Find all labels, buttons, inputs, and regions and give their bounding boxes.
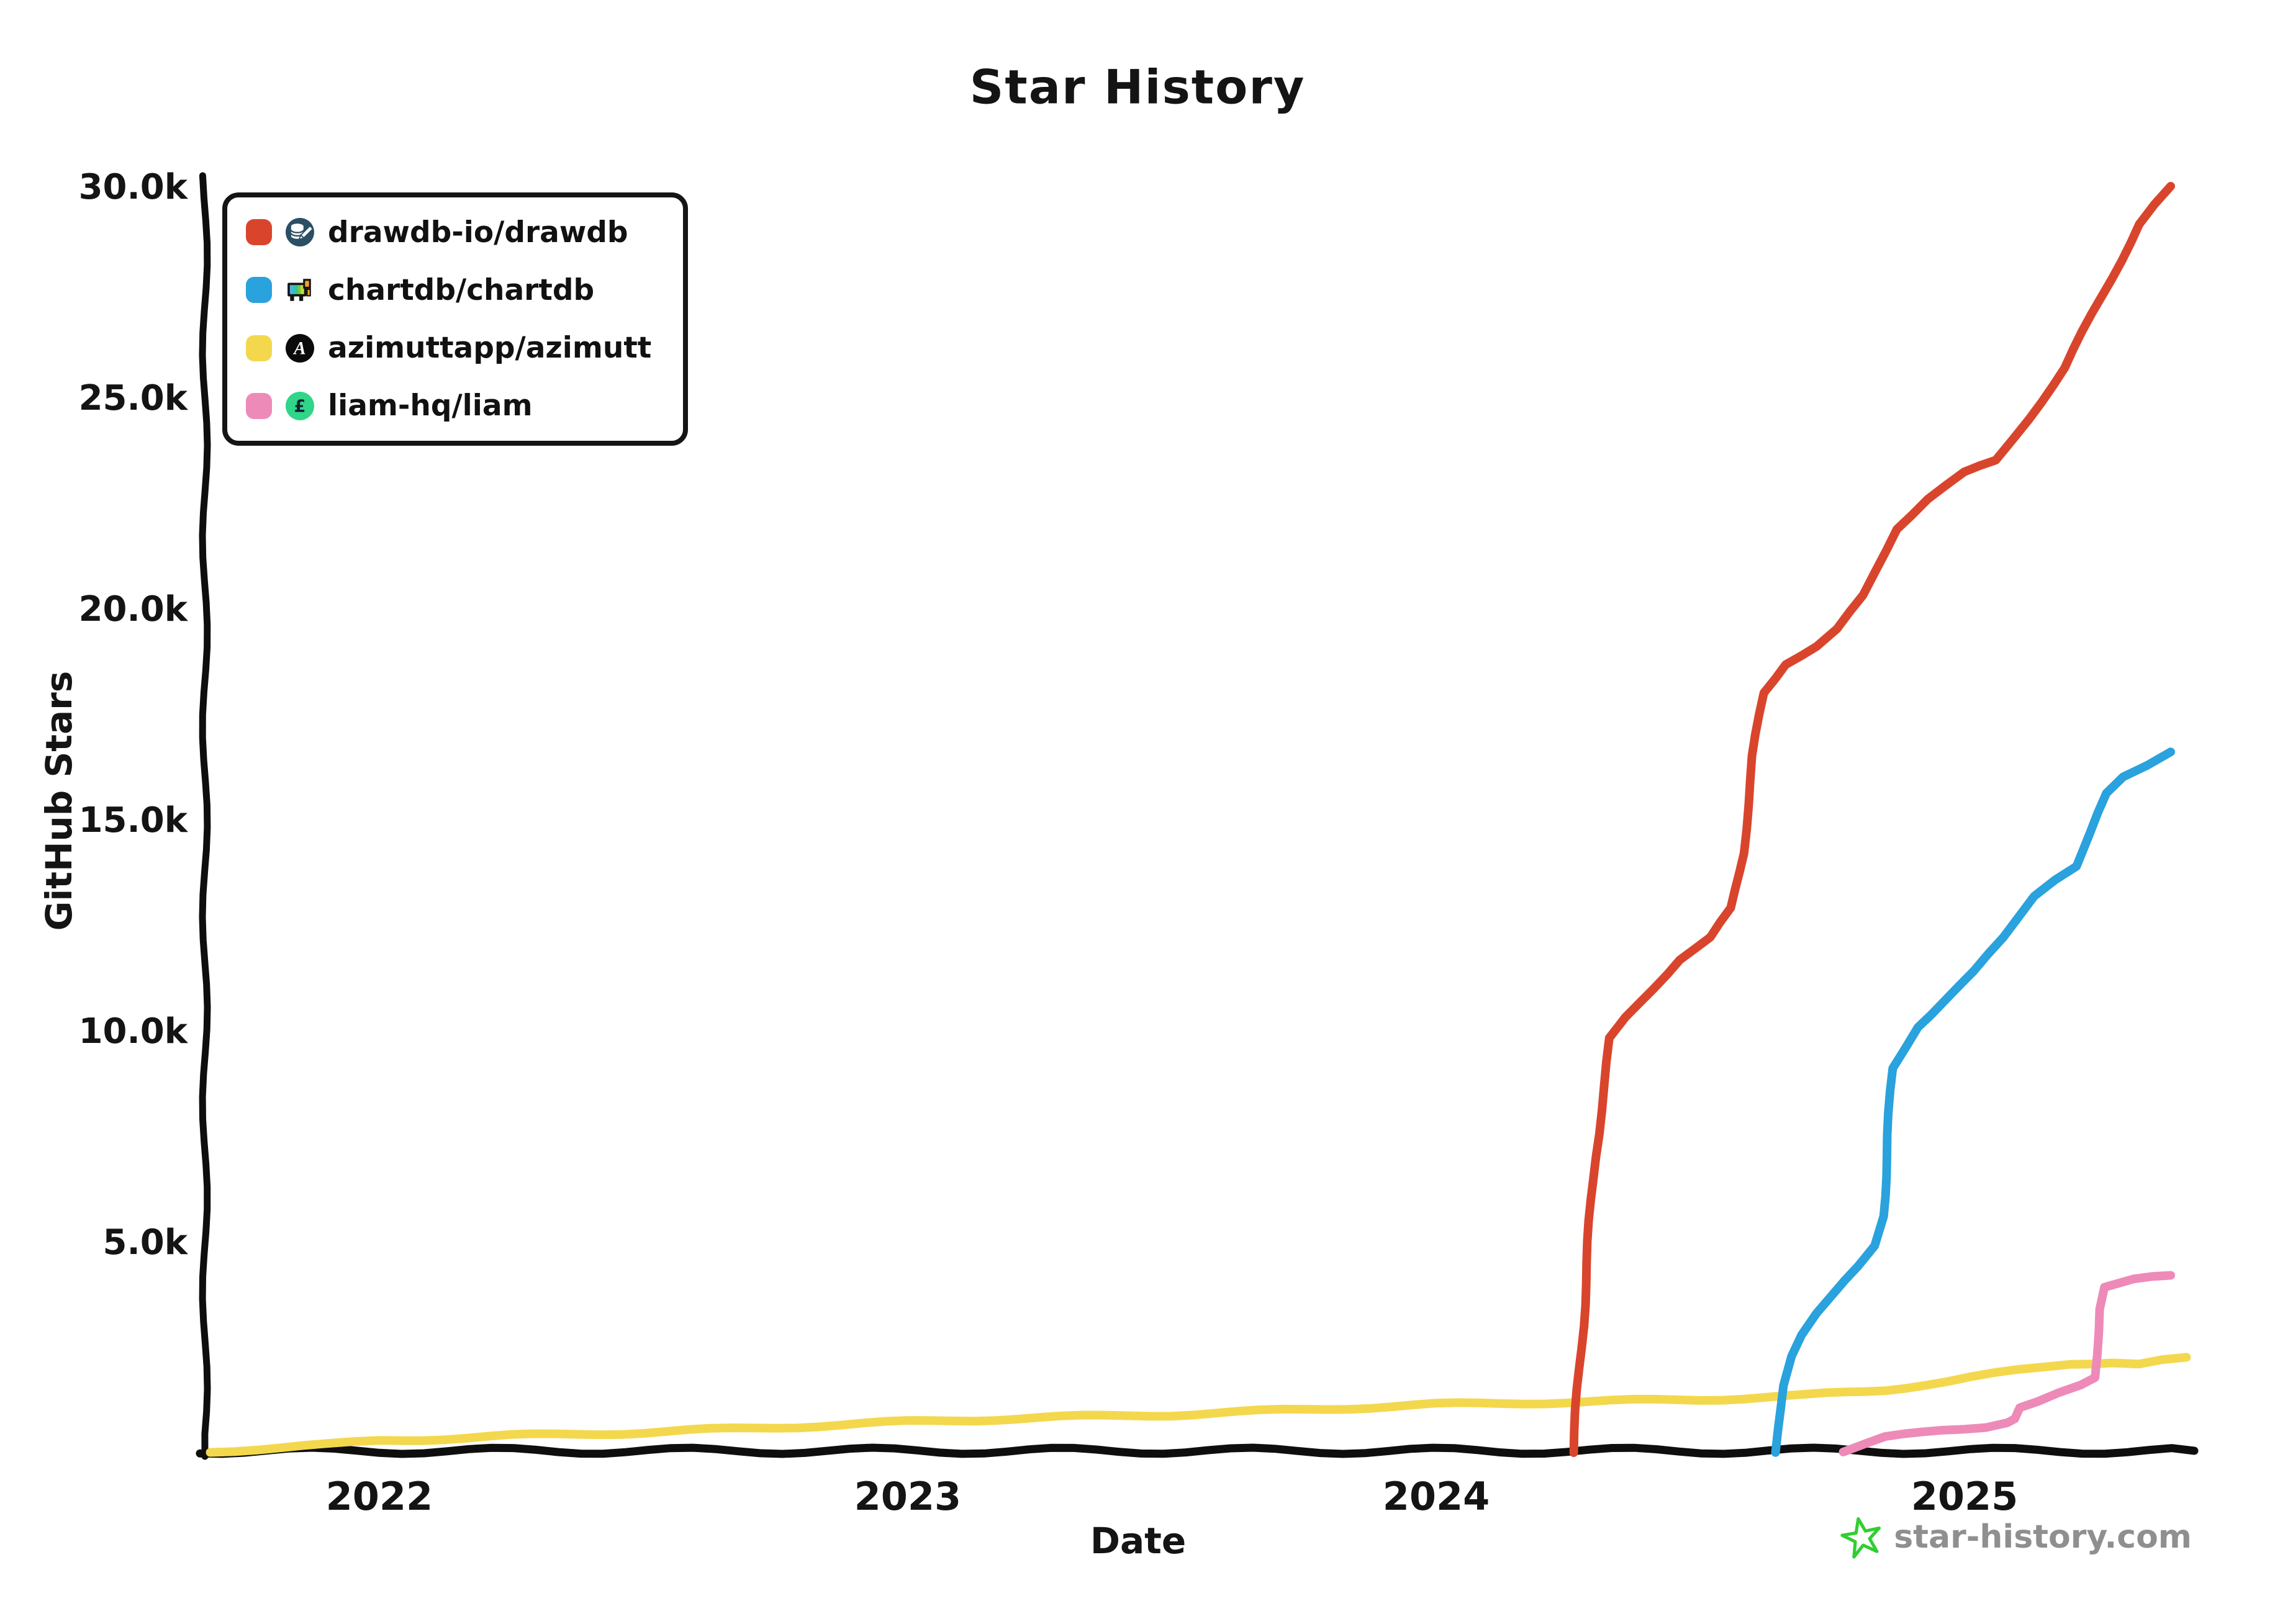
legend-swatch-chartdb bbox=[246, 277, 272, 304]
legend-label: drawdb-io/drawdb bbox=[328, 215, 628, 250]
legend-item-chartdb: chartdb/chartdb bbox=[246, 273, 664, 307]
legend: drawdb-io/drawdb chartdb/chartdb bbox=[222, 192, 688, 446]
y-tick-label: 15.0k bbox=[79, 800, 189, 841]
legend-label: azimuttapp/azimutt bbox=[328, 331, 652, 366]
chartdb-icon bbox=[287, 279, 311, 302]
legend-label: liam-hq/liam bbox=[328, 389, 533, 423]
series-line-drawdb-io-drawdb bbox=[1569, 182, 2175, 1457]
y-axis-title: GitHub Stars bbox=[38, 670, 80, 931]
legend-swatch-drawdb bbox=[246, 219, 272, 245]
x-axis-line bbox=[196, 1443, 2199, 1458]
azimutt-icon: A bbox=[286, 333, 314, 363]
y-tick-label: 25.0k bbox=[79, 378, 189, 418]
y-tick-label: 5.0k bbox=[103, 1222, 189, 1263]
legend-item-liam: £ liam-hq/liam bbox=[246, 389, 664, 423]
svg-text:A: A bbox=[292, 338, 306, 358]
series-line-azimuttapp-azimutt bbox=[206, 1353, 2191, 1457]
y-tick-label: 10.0k bbox=[79, 1011, 189, 1052]
x-tick-label: 2023 bbox=[854, 1474, 962, 1519]
legend-item-drawdb: drawdb-io/drawdb bbox=[246, 215, 664, 250]
y-axis-line bbox=[199, 172, 211, 1460]
legend-label: chartdb/chartdb bbox=[328, 273, 595, 307]
legend-swatch-liam bbox=[246, 392, 272, 419]
page-title: Star History bbox=[969, 59, 1306, 115]
y-tick-label: 30.0k bbox=[79, 167, 189, 207]
watermark: star-history.com bbox=[1839, 1515, 2192, 1559]
liam-icon: £ bbox=[286, 391, 314, 420]
legend-item-azimutt: A azimuttapp/azimutt bbox=[246, 331, 664, 366]
x-axis-title: Date bbox=[1090, 1520, 1187, 1562]
series-line-chartdb-chartdb bbox=[1771, 747, 2175, 1457]
star-icon bbox=[1840, 1517, 1881, 1559]
y-tick-label: 20.0k bbox=[79, 589, 189, 629]
drawdb-icon bbox=[286, 218, 314, 246]
x-tick-label: 2024 bbox=[1383, 1474, 1490, 1519]
x-tick-label: 2025 bbox=[1911, 1474, 2019, 1519]
series-line-liam-hq-liam bbox=[1839, 1271, 2175, 1456]
watermark-text: star-history.com bbox=[1894, 1518, 2192, 1556]
svg-text:£: £ bbox=[294, 397, 306, 416]
x-tick-label: 2022 bbox=[326, 1474, 433, 1519]
legend-swatch-azimutt bbox=[246, 335, 272, 361]
